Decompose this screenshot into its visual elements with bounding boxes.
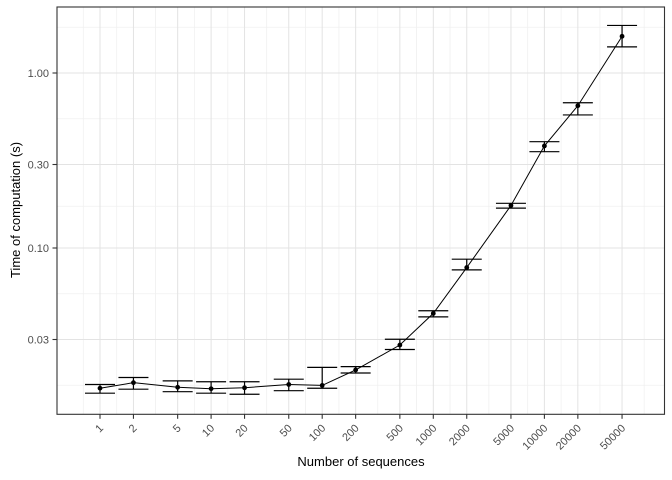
data-point: [508, 203, 514, 208]
data-point: [286, 382, 292, 387]
y-tick-label: 1.00: [28, 68, 49, 80]
data-point: [575, 103, 581, 109]
x-tick-label: 1: [93, 422, 106, 435]
x-tick-label: 50000: [598, 422, 628, 452]
data-point: [353, 367, 359, 373]
x-tick-label: 100: [307, 422, 328, 443]
panel-border: [56, 6, 666, 415]
data-point: [542, 143, 547, 149]
y-axis-title: Time of computation (s): [8, 141, 23, 279]
data-point: [619, 33, 625, 39]
x-tick-label: 1000: [414, 422, 440, 448]
panel-background: [57, 7, 665, 415]
x-tick-label: 10: [200, 422, 217, 439]
x-axis-title: Number of sequences: [297, 454, 425, 469]
y-tick-label: 0.10: [28, 243, 49, 255]
data-point: [242, 385, 247, 391]
data-point: [208, 386, 214, 392]
x-tick-label: 2: [127, 422, 140, 435]
y-tick-label: 0.30: [28, 159, 49, 171]
x-tick-label: 200: [340, 422, 361, 443]
x-tick-label: 5: [171, 422, 184, 435]
y-tick-label: 0.03: [28, 334, 49, 346]
data-point: [175, 384, 181, 390]
data-point: [131, 380, 136, 386]
data-point: [97, 385, 103, 391]
x-tick-label: 50: [278, 422, 295, 439]
x-tick-label: 5000: [491, 422, 517, 448]
x-tick-label: 20: [234, 422, 251, 439]
data-point: [397, 342, 403, 348]
data-point: [430, 310, 436, 316]
x-tick-label: 2000: [447, 422, 473, 448]
data-point: [464, 265, 470, 270]
x-tick-label: 500: [385, 422, 406, 443]
x-tick-label: 20000: [554, 422, 584, 452]
data-point: [319, 383, 325, 388]
x-tick-label: 10000: [520, 422, 550, 452]
